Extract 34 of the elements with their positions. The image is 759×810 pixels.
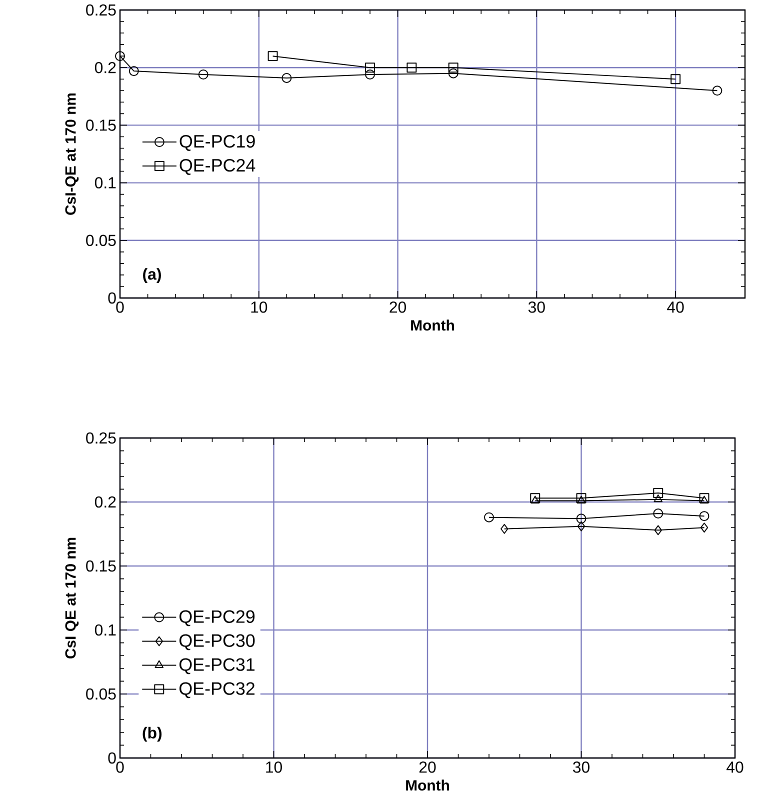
annotation: (a) (143, 268, 161, 283)
y-tick-label: 0 (108, 752, 116, 764)
annotation: (b) (142, 726, 162, 742)
x-tick-label: 30 (528, 302, 545, 313)
x-axis-title: Month (406, 780, 449, 791)
legend-label: QE-PC30 (179, 634, 255, 650)
x-tick-label: 30 (573, 762, 590, 773)
y-tick-label: 0.1 (94, 624, 116, 636)
y-tick-label: 0.15 (86, 560, 116, 572)
y-tick-label: 0.05 (86, 688, 116, 700)
y-tick-label: 0.25 (86, 432, 116, 444)
x-tick-label: 10 (266, 762, 282, 773)
x-tick-label: 40 (726, 762, 744, 773)
y-tick-label: 0.1 (94, 177, 116, 188)
x-tick-label: 20 (419, 762, 436, 773)
y-axis-title: CsI QE at 170 nm (65, 538, 79, 658)
legend-label: QE-PC32 (179, 682, 254, 698)
x-tick-label: 0 (116, 302, 124, 313)
y-tick-label: 0.15 (86, 120, 116, 131)
legend-label: QE-PC19 (180, 134, 255, 151)
x-tick-label: 40 (667, 302, 684, 313)
legend-label: QE-PC24 (180, 158, 256, 175)
x-tick-label: 10 (251, 302, 268, 313)
x-tick-label: 0 (116, 762, 124, 773)
y-tick-label: 0 (108, 292, 116, 304)
x-axis-title: Month (411, 320, 454, 331)
legend-label: QE-PC29 (179, 610, 255, 626)
x-tick-label: 20 (390, 302, 406, 313)
y-tick-label: 0.2 (94, 496, 116, 508)
y-tick-label: 0.25 (86, 4, 116, 16)
y-tick-label: 0.05 (86, 234, 116, 246)
y-tick-label: 0.2 (94, 62, 116, 74)
legend-label: QE-PC31 (179, 658, 254, 674)
y-axis-title: CsI-QE at 170 nm (65, 93, 79, 215)
